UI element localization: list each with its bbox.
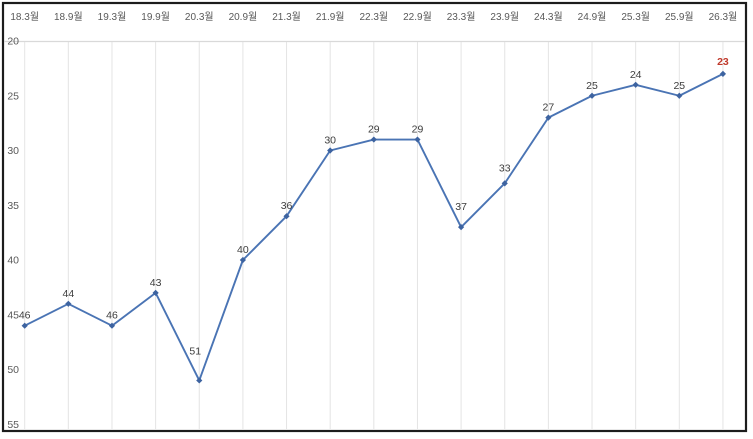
data-point-label: 37 [455,201,467,213]
x-axis-label: 20.3월 [185,11,214,23]
data-point-marker [239,256,246,264]
data-point-marker [632,81,639,88]
x-axis-label: 18.3월 [10,11,39,23]
data-point-label: 40 [237,244,249,256]
y-axis-label: 40 [7,255,19,267]
data-point-marker [21,322,28,329]
x-axis-label: 26.3월 [709,11,738,23]
data-point-marker [414,136,421,143]
y-axis-label: 30 [7,145,19,157]
x-axis-label: 20.9월 [229,11,258,23]
x-axis-label: 21.9월 [316,11,345,23]
data-point-marker [458,224,465,231]
data-point-label: 51 [189,345,201,357]
x-axis-label: 24.9월 [578,11,607,23]
y-axis-label: 25 [7,90,19,102]
y-axis-label: 55 [7,419,19,431]
data-point-marker [719,70,727,77]
x-axis-label: 22.3월 [359,11,388,23]
data-point-label: 46 [106,310,118,322]
x-axis-label: 19.3월 [98,11,127,23]
data-point-marker [283,213,290,220]
vertical-gridlines [24,41,724,429]
x-axis-labels: 18.3월 18.9월 19.3월 19.9월 20.3월 20.9월 21.3월 21.9월… [10,11,737,23]
y-axis-labels: 20 25 30 35 40 45 50 55 [7,36,19,431]
y-axis-label: 50 [7,364,19,376]
data-point-marker [501,180,508,187]
x-axis-label: 23.9월 [490,11,519,23]
x-axis-label: 21.3월 [272,11,301,23]
data-point-marker [196,377,203,384]
data-point-label: 29 [412,124,424,136]
x-axis-label: 23.3월 [447,11,476,23]
data-point-label: 29 [368,124,380,136]
data-point-label: 25 [673,80,685,92]
x-axis-label: 25.9월 [665,11,694,23]
data-point-marker [152,289,159,296]
data-point-marker [327,147,334,154]
x-axis-label: 24.3월 [534,11,563,23]
x-axis-label: 22.9월 [403,11,432,23]
x-axis-label: 25.3월 [621,11,650,23]
data-point-label: 36 [281,200,293,212]
data-labels: 46 44 46 43 51 40 36 30 29 29 37 33 27 25 24 25 23 [19,56,729,358]
data-point-label: 46 [19,310,31,322]
chart-frame-border [1,1,748,433]
y-axis-label: 35 [7,200,19,212]
data-point-label: 43 [150,277,162,289]
data-point-label-highlighted: 23 [717,56,729,68]
data-point-marker [370,136,377,143]
data-point-label: 44 [62,288,74,300]
data-point-label: 27 [543,102,555,114]
data-point-label: 24 [630,69,642,81]
y-axis-label: 20 [7,36,19,48]
data-point-label: 33 [499,162,511,174]
data-point-marker [545,114,552,121]
x-axis-label: 18.9월 [54,11,83,23]
data-point-label: 30 [324,135,336,147]
x-axis-label: 19.9월 [141,11,170,23]
y-axis-label: 45 [7,309,19,321]
data-point-marker [65,300,72,307]
data-point-marker [108,322,116,329]
data-point-marker [588,92,596,99]
series-markers [21,70,727,384]
data-point-marker [676,92,683,99]
data-point-label: 25 [586,80,598,92]
